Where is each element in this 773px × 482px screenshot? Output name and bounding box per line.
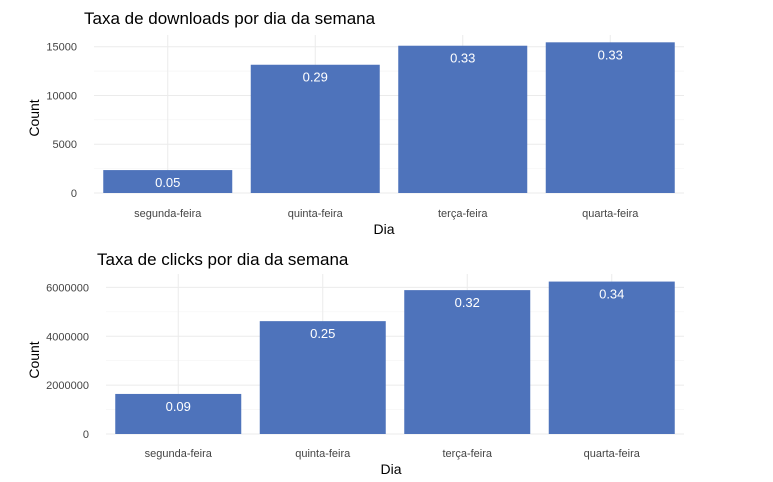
y-tick-label: 4000000 xyxy=(46,331,89,343)
bar-data-label: 0.32 xyxy=(455,295,480,310)
y-tick-label: 0 xyxy=(83,429,89,441)
bar xyxy=(250,64,380,193)
x-tick-label: quinta-feira xyxy=(288,208,344,220)
y-axis-title: Count xyxy=(26,341,42,378)
bar-data-label: 0.34 xyxy=(599,287,624,302)
bar xyxy=(545,42,675,193)
y-tick-label: 0 xyxy=(71,188,77,200)
x-tick-label: segunda-feira xyxy=(145,448,213,460)
bar-data-label: 0.09 xyxy=(166,399,191,414)
x-tick-label: quarta-feira xyxy=(582,208,639,220)
chart-title: Taxa de downloads por dia da semana xyxy=(84,9,376,28)
x-tick-label: quinta-feira xyxy=(295,448,351,460)
bar-data-label: 0.33 xyxy=(450,51,475,66)
bar xyxy=(259,321,386,434)
downloads-chart: Taxa de downloads por dia da semana 0.05… xyxy=(26,9,684,237)
bar xyxy=(103,170,233,193)
bar xyxy=(398,45,528,193)
bar xyxy=(548,281,675,434)
bar-data-label: 0.25 xyxy=(310,326,335,341)
y-tick-label: 2000000 xyxy=(46,380,89,392)
clicks-chart: Taxa de clicks por dia da semana 0.09 0.2… xyxy=(26,250,684,477)
bar-data-label: 0.05 xyxy=(155,175,180,190)
bar xyxy=(404,290,531,434)
y-tick-label: 15000 xyxy=(46,42,77,54)
y-tick-label: 5000 xyxy=(53,139,77,151)
bar xyxy=(115,393,242,434)
chart-title: Taxa de clicks por dia da semana xyxy=(97,250,349,269)
x-axis-title: Dia xyxy=(373,221,394,237)
x-tick-label: terça-feira xyxy=(442,448,492,460)
y-tick-label: 10000 xyxy=(46,90,77,102)
x-tick-label: terça-feira xyxy=(438,208,488,220)
x-tick-label: segunda-feira xyxy=(134,208,202,220)
x-tick-label: quarta-feira xyxy=(584,448,641,460)
y-tick-label: 6000000 xyxy=(46,282,89,294)
y-axis-title: Count xyxy=(26,99,42,136)
x-axis-title: Dia xyxy=(380,461,401,477)
bar-data-label: 0.29 xyxy=(303,70,328,85)
bar-data-label: 0.33 xyxy=(598,47,623,62)
